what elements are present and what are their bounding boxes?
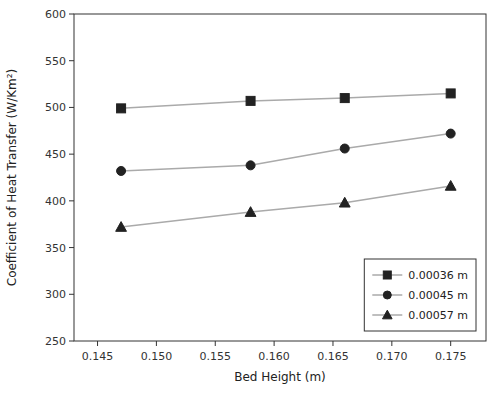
y-tick xyxy=(69,60,74,61)
series xyxy=(116,181,456,232)
x-tick xyxy=(332,341,333,346)
y-tick-label: 450 xyxy=(45,148,66,161)
y-tick xyxy=(69,107,74,108)
y-tick-label: 550 xyxy=(45,55,66,68)
data-point xyxy=(445,181,456,191)
x-tick-label: 0.170 xyxy=(376,350,408,363)
data-point xyxy=(245,207,256,217)
legend-label: 0.00036 m xyxy=(408,269,468,282)
x-tick xyxy=(97,341,98,346)
series-line xyxy=(121,93,451,108)
data-point xyxy=(116,222,127,232)
data-point xyxy=(117,166,126,175)
x-tick xyxy=(274,341,275,346)
y-tick xyxy=(69,341,74,342)
x-tick-label: 0.150 xyxy=(141,350,173,363)
page: {"chart_data": {"type": "line", "xlabel"… xyxy=(0,0,500,393)
y-tick-label: 300 xyxy=(45,288,66,301)
data-point xyxy=(339,197,350,207)
series xyxy=(117,89,456,113)
data-point xyxy=(446,89,455,98)
x-tick-label: 0.145 xyxy=(82,350,114,363)
legend-marker xyxy=(382,310,392,319)
legend-frame xyxy=(364,259,476,331)
chart-container: 0.145 0.150 0.155 0.160 0.165 0.170 0.175 250 30… xyxy=(0,0,500,393)
data-point xyxy=(246,161,255,170)
y-tick xyxy=(69,294,74,295)
x-tick-label: 0.165 xyxy=(317,350,349,363)
data-point xyxy=(446,129,455,138)
series xyxy=(117,129,456,175)
series-line xyxy=(121,134,451,171)
x-tick xyxy=(215,341,216,346)
data-point xyxy=(117,104,126,113)
y-tick xyxy=(69,154,74,155)
legend-marker xyxy=(383,291,391,299)
axes: 0.145 0.150 0.155 0.160 0.165 0.170 0.175 250 30… xyxy=(45,8,486,363)
data-point xyxy=(340,144,349,153)
y-tick xyxy=(69,14,74,15)
y-tick-label: 350 xyxy=(45,242,66,255)
x-tick xyxy=(156,341,157,346)
data-area xyxy=(116,89,456,231)
x-tick-label: 0.155 xyxy=(200,350,232,363)
y-tick-label: 250 xyxy=(45,335,66,348)
y-tick-label: 500 xyxy=(45,101,66,114)
y-tick xyxy=(69,200,74,201)
legend-label: 0.00045 m xyxy=(408,289,468,302)
data-point xyxy=(340,94,349,103)
chart-svg: 0.145 0.150 0.155 0.160 0.165 0.170 0.175 250 30… xyxy=(0,0,500,393)
x-tick xyxy=(391,341,392,346)
legend: 0.00036 m 0.00045 m 0.00057 m xyxy=(364,259,476,331)
data-point xyxy=(246,96,255,105)
y-tick-label: 400 xyxy=(45,195,66,208)
y-axis-label: Coefficient of Heat Transfer (W/Km²) xyxy=(5,69,19,287)
x-tick xyxy=(450,341,451,346)
legend-label: 0.00057 m xyxy=(408,309,468,322)
x-tick-label: 0.160 xyxy=(258,350,290,363)
y-tick xyxy=(69,247,74,248)
x-axis-label: Bed Height (m) xyxy=(234,370,326,384)
series-line xyxy=(121,186,451,227)
y-tick-label: 600 xyxy=(45,8,66,21)
plot-frame xyxy=(74,14,486,341)
x-tick-label: 0.175 xyxy=(435,350,467,363)
plot-background xyxy=(74,14,486,341)
legend-marker xyxy=(383,271,391,279)
